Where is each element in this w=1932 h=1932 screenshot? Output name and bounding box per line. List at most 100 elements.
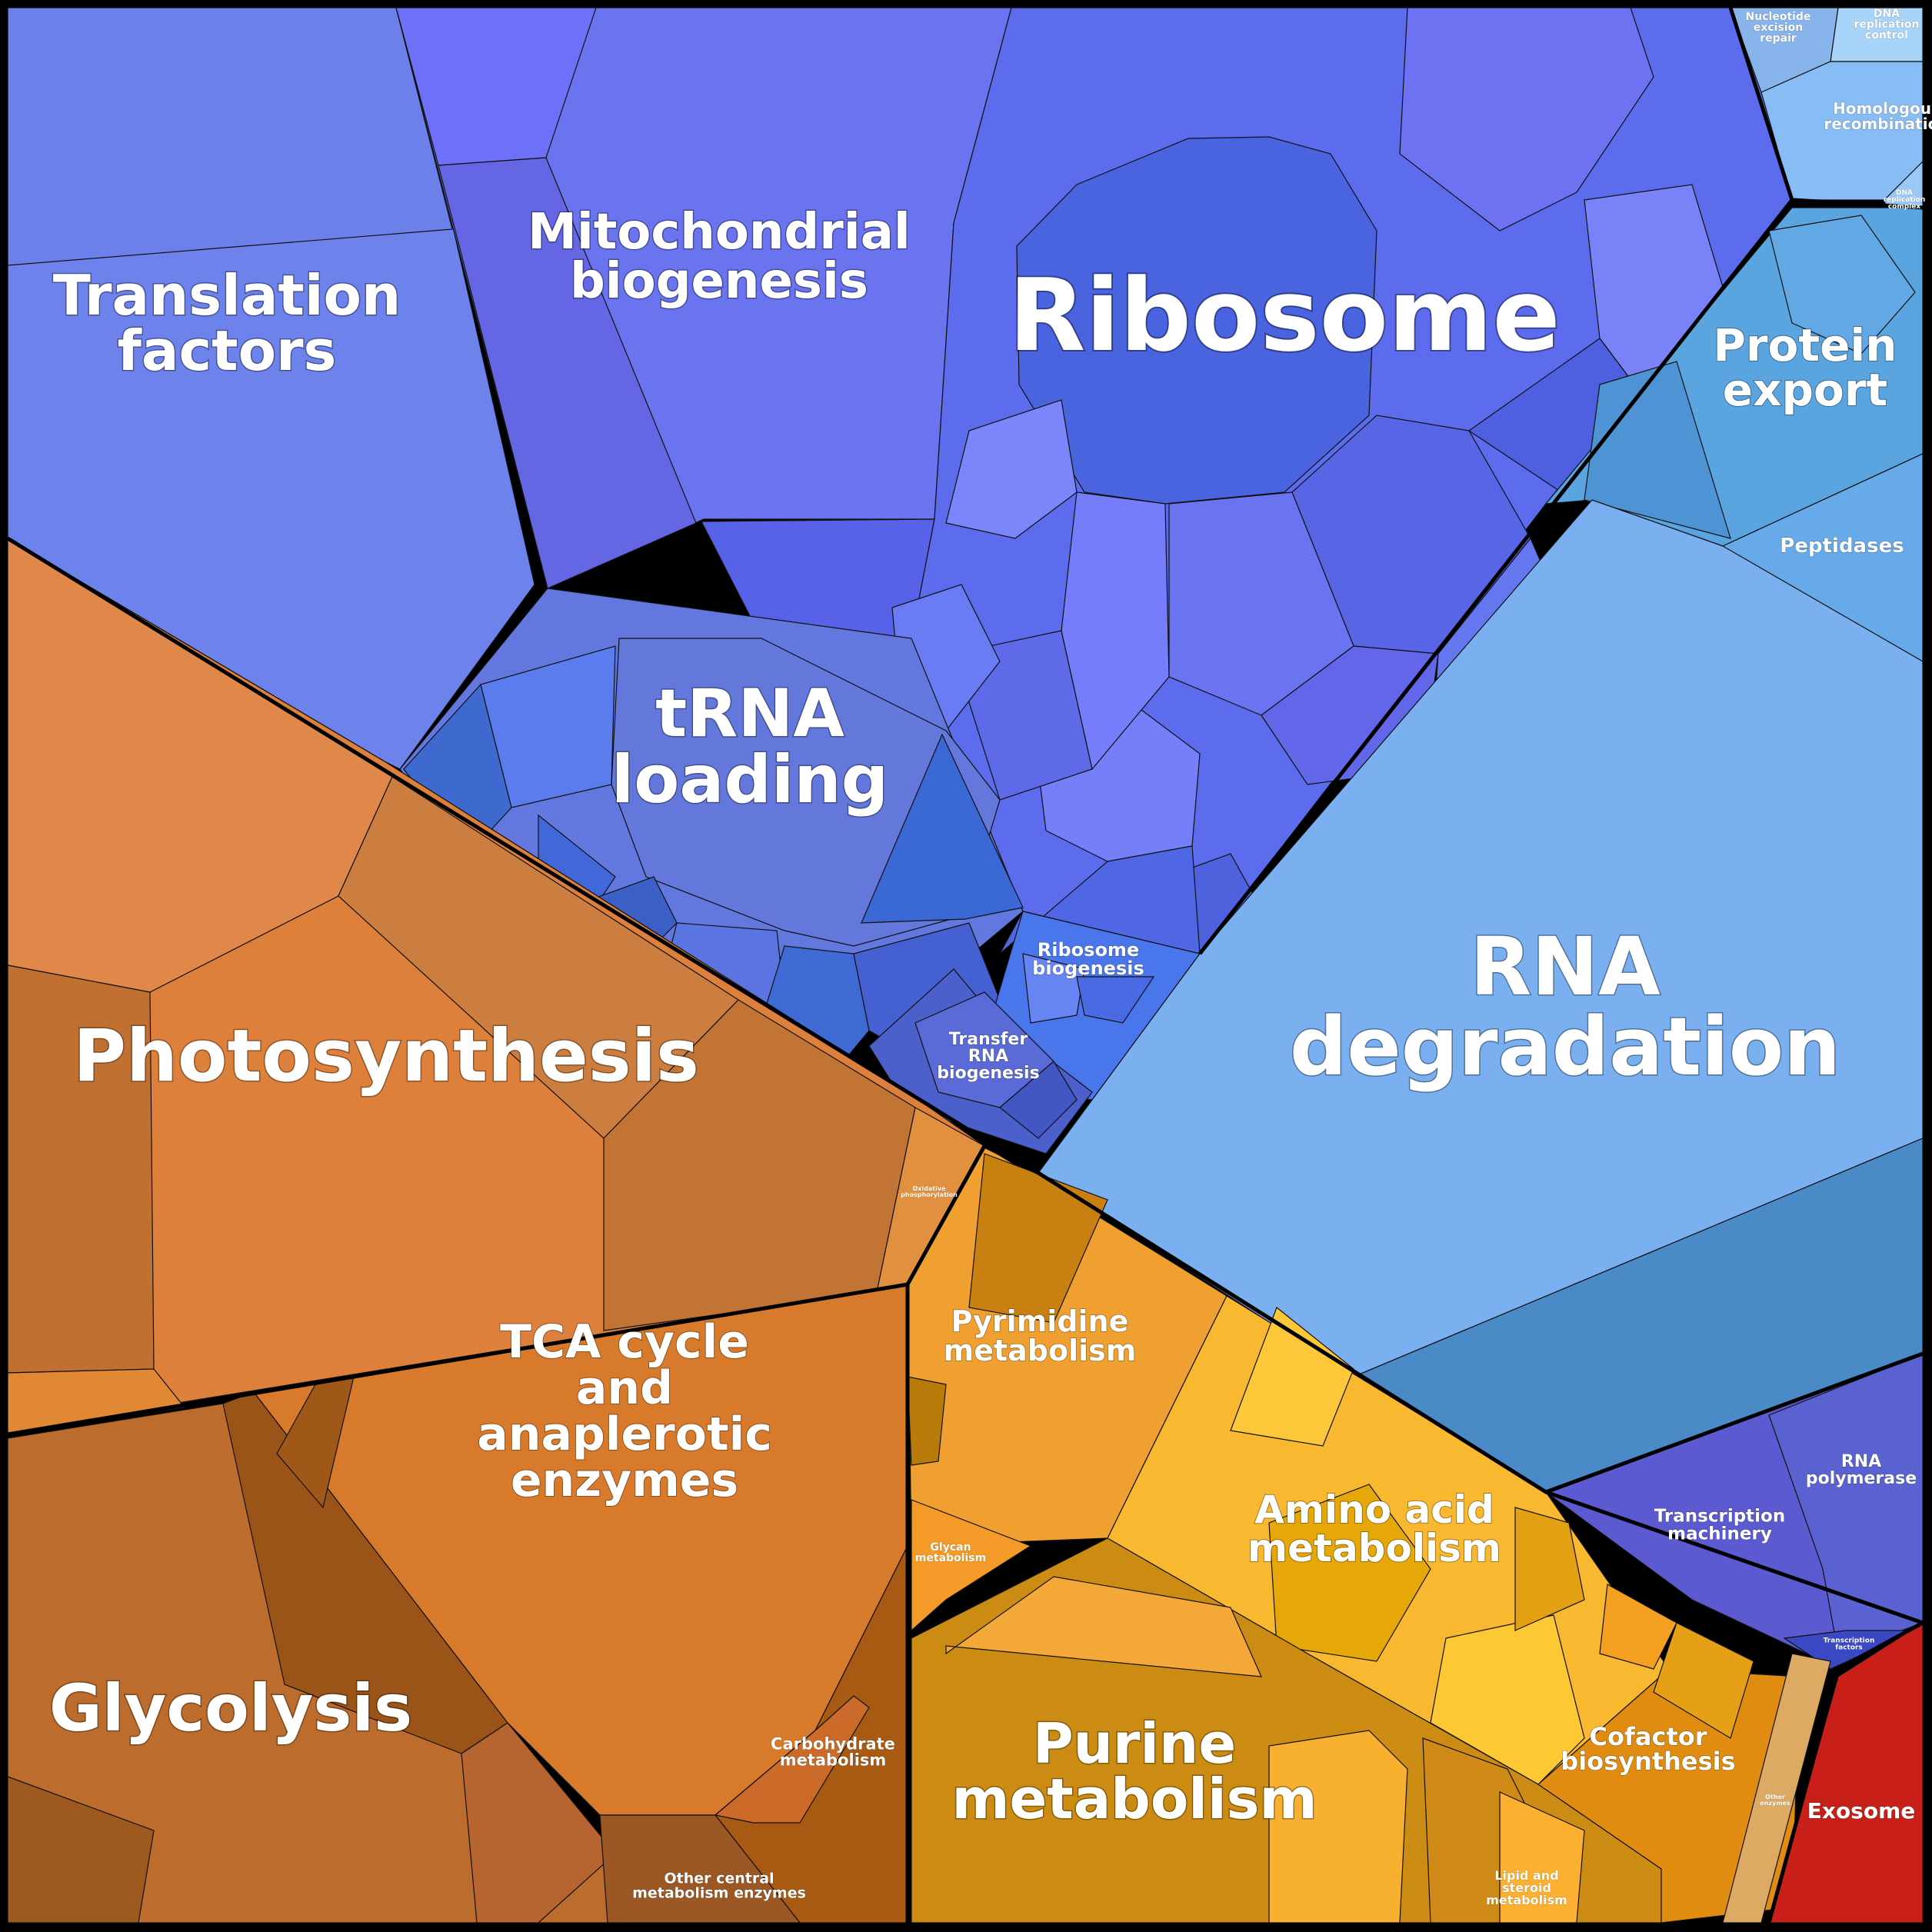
other-group	[1722, 1621, 1924, 1924]
label-rna-polymerase: RNA polymerase	[1806, 1452, 1917, 1488]
label-line: Translation	[53, 263, 401, 328]
label-line: Photosynthesis	[73, 1014, 699, 1098]
photosynthesis-group	[7, 537, 985, 1435]
cell-other-enzymes[interactable]	[1722, 1653, 1831, 1924]
label-line: Ribosome	[1038, 939, 1139, 961]
cell-other-central-metabolism[interactable]	[599, 1814, 801, 1924]
label-line: Protein	[1713, 319, 1897, 371]
label-other-enzymes: Other enzymes	[1760, 1794, 1790, 1807]
label-mitochondrial-biogenesis: Mitochondrial biogenesis	[528, 204, 911, 310]
label-line: Oxidative	[912, 1185, 946, 1192]
label-glycolysis: Glycolysis	[49, 1671, 412, 1746]
label-translation-factors: Translation factors	[53, 263, 401, 383]
label-pyrimidine-metabolism: Pyrimidine metabolism	[944, 1304, 1137, 1367]
translation-group	[7, 7, 1793, 954]
label-line: DNA	[1896, 189, 1913, 197]
central-metabolism-group	[7, 1284, 908, 1924]
protein-export-group	[1544, 207, 1924, 662]
label-line: Cofactor	[1589, 1722, 1707, 1751]
label-glycan-metabolism: Glycan metabolism	[915, 1541, 986, 1564]
label-line: repair	[1760, 32, 1797, 45]
label-line: machinery	[1667, 1524, 1772, 1544]
label-amino-acid-metabolism: Amino acid metabolism	[1247, 1487, 1501, 1571]
label-line: metabolism	[1486, 1893, 1567, 1907]
label-line: Homologous	[1833, 99, 1932, 118]
label-transfer-rna-biogenesis: Transfer RNA biogenesis	[937, 1030, 1039, 1083]
label-line: Transcription	[1654, 1507, 1785, 1527]
label-line: Nucleotide	[1746, 11, 1811, 23]
label-dna-replication-complex: DNA replication complex	[1884, 189, 1926, 211]
label-line: biogenesis	[570, 253, 868, 310]
label-line: excision	[1754, 22, 1803, 34]
label-line: Pyrimidine	[951, 1304, 1129, 1338]
label-line: RNA	[1470, 920, 1661, 1014]
label-line: Other	[1765, 1794, 1785, 1800]
label-line: Glycolysis	[49, 1671, 412, 1746]
label-line: Purine	[1033, 1711, 1236, 1776]
label-line: tRNA	[655, 675, 844, 752]
label-line: metabolism	[915, 1552, 986, 1564]
label-line: metabolism enzymes	[632, 1885, 806, 1902]
label-line: factors	[118, 318, 337, 383]
label-ribosome-biogenesis: Ribosome biogenesis	[1032, 939, 1144, 979]
label-line: replication	[1884, 196, 1926, 204]
label-other-central-metabolism: Other central metabolism enzymes	[632, 1870, 806, 1902]
label-nucleotide-excision-repair: Nucleotide excision repair	[1746, 11, 1811, 45]
label-line: Transfer	[949, 1030, 1028, 1049]
label-line: replication	[1854, 18, 1920, 31]
cell-lipid-steroid-metabolism[interactable]	[1499, 1791, 1585, 1924]
rna-degradation-group	[1038, 499, 1924, 1493]
label-ribosome: Ribosome	[1008, 257, 1560, 374]
label-line: biosynthesis	[1561, 1747, 1735, 1776]
label-line: metabolism	[944, 1334, 1137, 1367]
cell-glycan-metabolism[interactable]	[911, 1499, 1032, 1632]
label-line: Transcription	[1824, 1637, 1875, 1645]
label-line: phosphorylation	[901, 1191, 958, 1198]
label-line: polymerase	[1806, 1469, 1917, 1488]
label-line: RNA	[968, 1047, 1008, 1066]
label-line: Peptidases	[1780, 535, 1904, 558]
label-line: Exosome	[1807, 1798, 1916, 1824]
label-line: enzymes	[1760, 1800, 1790, 1807]
label-tca-cycle: TCA cycle and anaplerotic enzymes	[477, 1315, 772, 1507]
label-line: biogenesis	[937, 1064, 1039, 1083]
label-cofactor-biosynthesis: Cofactor biosynthesis	[1561, 1722, 1735, 1776]
label-line: Amino acid	[1254, 1487, 1494, 1532]
label-line: export	[1723, 364, 1887, 416]
label-line: control	[1865, 29, 1908, 42]
label-line: degradation	[1290, 1000, 1840, 1094]
label-line: Lipid and	[1494, 1868, 1558, 1883]
label-line: factors	[1835, 1644, 1863, 1652]
label-purine-metabolism: Purine metabolism	[951, 1711, 1317, 1831]
label-line: complex	[1888, 203, 1921, 211]
dna-group	[1730, 7, 1924, 232]
label-dna-replication-control: DNA replication control	[1854, 8, 1920, 42]
label-photosynthesis: Photosynthesis	[73, 1014, 699, 1098]
label-line: TCA cycle	[500, 1315, 749, 1369]
label-line: Mitochondrial	[528, 204, 911, 261]
label-oxidative-phosphorylation: Oxidative phosphorylation	[901, 1185, 958, 1198]
label-line: DNA	[1874, 8, 1900, 20]
label-protein-export: Protein export	[1713, 319, 1897, 416]
label-line: anaplerotic	[477, 1407, 772, 1461]
label-lipid-steroid-metabolism: Lipid and steroid metabolism	[1486, 1868, 1567, 1907]
label-transcription-machinery: Transcription machinery	[1654, 1507, 1785, 1544]
label-line: metabolism	[780, 1751, 887, 1770]
label-peptidases: Peptidases	[1780, 535, 1904, 558]
label-trna-loading: tRNA loading	[611, 675, 888, 818]
label-line: recombination	[1824, 115, 1932, 133]
label-line: metabolism	[1247, 1526, 1501, 1571]
label-carbohydrate-metabolism: Carbohydrate metabolism	[771, 1735, 895, 1770]
label-transcription-factors: Transcription factors	[1824, 1637, 1875, 1652]
label-rna-degradation: RNA degradation	[1290, 920, 1840, 1094]
label-line: and	[576, 1361, 673, 1415]
label-line: metabolism	[951, 1767, 1317, 1831]
label-line: biogenesis	[1032, 958, 1144, 979]
label-line: Carbohydrate	[771, 1735, 895, 1754]
label-line: Other central	[664, 1870, 774, 1887]
label-exosome: Exosome	[1807, 1798, 1916, 1824]
label-line: Glycan	[930, 1541, 971, 1554]
label-line: loading	[611, 741, 888, 818]
nucleotide-group	[907, 1145, 1800, 1924]
